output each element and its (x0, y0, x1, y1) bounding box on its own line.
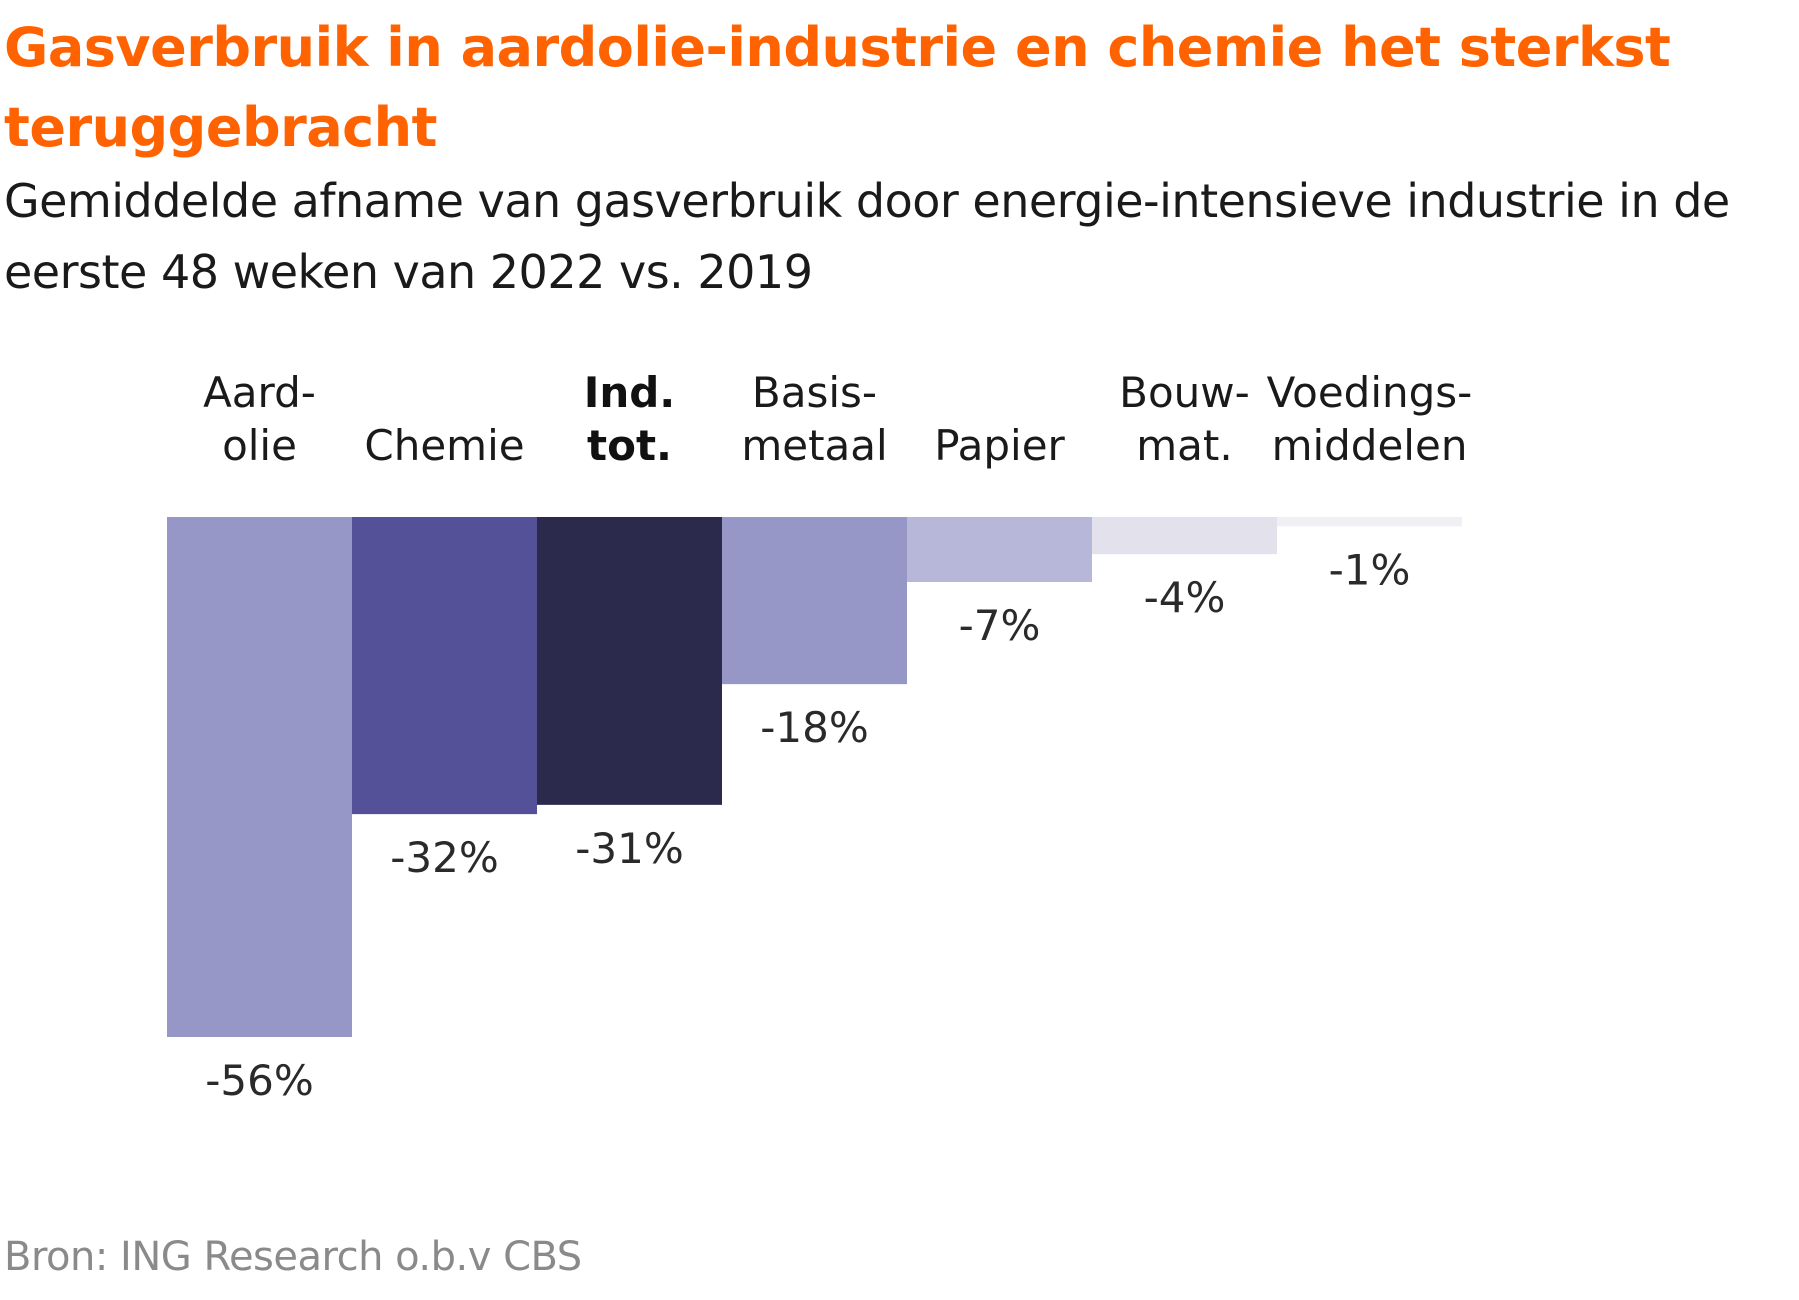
category-label-5: Bouw-mat. (1119, 368, 1250, 470)
source-note: Bron: ING Research o.b.v CBS (4, 1234, 582, 1280)
category-label-0: Aard-olie (203, 368, 316, 470)
bar-0 (167, 517, 352, 1037)
category-label-6: Voedings-middelen (1267, 368, 1473, 470)
data-label-3: -18% (760, 703, 869, 752)
bar-6 (1277, 517, 1462, 527)
data-label-2: -31% (575, 824, 684, 873)
category-label-4: Papier (934, 421, 1065, 470)
category-label-1: Chemie (364, 421, 524, 470)
chart-title: Gasverbruik in aardolie-industrie en che… (4, 16, 1671, 159)
category-label-3: Basis-metaal (741, 368, 887, 470)
bar-chart: Aard-olie -56% Chemie -32% Ind. tot. -31% Basis… (167, 368, 1473, 1105)
bar-4 (907, 517, 1092, 582)
bar-5 (1092, 517, 1277, 555)
data-label-6: -1% (1329, 545, 1411, 594)
data-label-4: -7% (959, 601, 1041, 650)
bar-2 (537, 517, 722, 805)
data-label-0: -56% (205, 1056, 314, 1105)
data-label-1: -32% (390, 833, 499, 882)
chart-subtitle: Gemiddelde afname van gasverbruik door e… (4, 174, 1730, 299)
bar-1 (352, 517, 537, 815)
data-label-5: -4% (1144, 573, 1226, 622)
category-label-2: Ind. tot. (584, 368, 676, 470)
bar-3 (722, 517, 907, 685)
